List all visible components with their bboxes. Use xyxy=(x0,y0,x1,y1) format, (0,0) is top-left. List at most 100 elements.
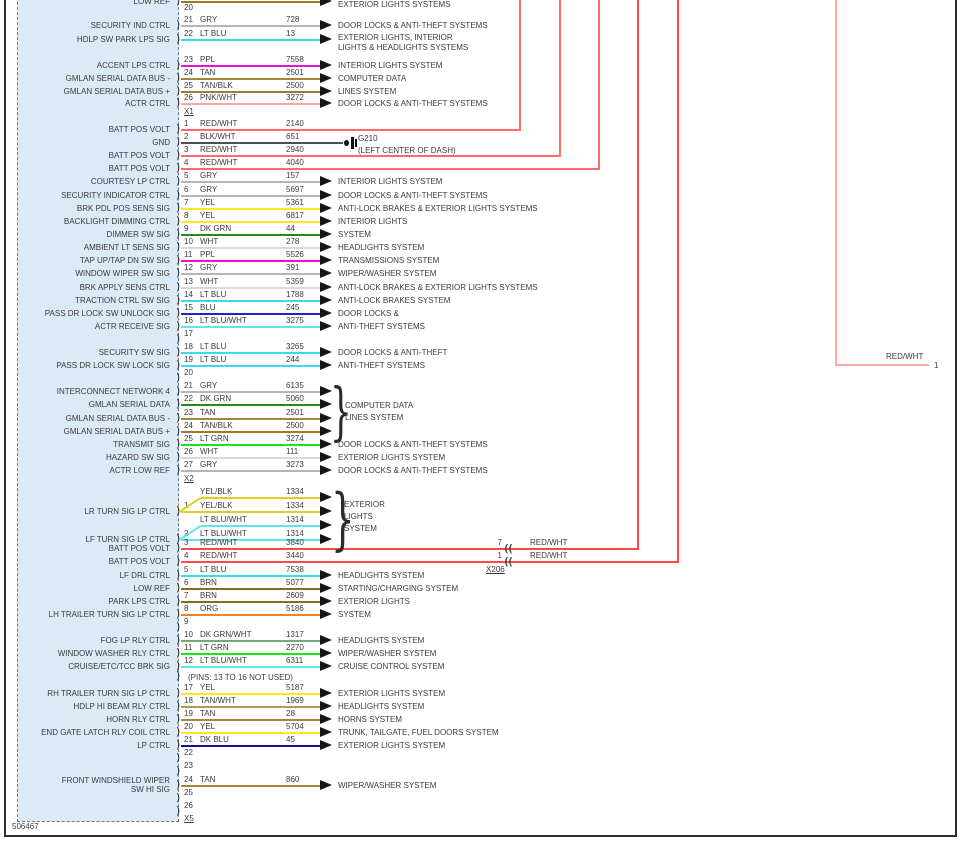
wire-arrow-icon xyxy=(320,534,332,544)
wire xyxy=(201,497,320,499)
wire xyxy=(181,732,320,734)
wire-color-label: LT BLU/WHT xyxy=(200,656,247,665)
group-system-label: LINES SYSTEM xyxy=(345,413,404,422)
wire-arrow-icon xyxy=(320,255,332,265)
pin-bracket: ) xyxy=(175,712,182,725)
signal-label: END GATE LATCH RLY COIL CTRL xyxy=(41,728,170,737)
destination-label: TRUNK, TAILGATE, FUEL DOORS SYSTEM xyxy=(338,728,499,737)
wire-color-label: WHT xyxy=(200,237,219,246)
circuit-number: 28 xyxy=(286,709,295,718)
wire-color-label: TAN xyxy=(200,408,216,417)
destination-label: INTERIOR LIGHTS xyxy=(338,217,408,226)
wire xyxy=(181,181,320,183)
pin-bracket: ) xyxy=(175,669,182,682)
branch-color-label: RED/WHT xyxy=(886,352,924,361)
wire xyxy=(181,234,320,236)
pin-number: 26 xyxy=(184,801,193,810)
circuit-number: 2500 xyxy=(286,421,304,430)
pin-bracket: ) xyxy=(175,450,182,463)
circuit-number: 7538 xyxy=(286,565,304,574)
wire-arrow-icon xyxy=(320,609,332,619)
wire-color-label: LT GRN xyxy=(200,434,229,443)
wire-color-label: PPL xyxy=(200,250,216,259)
pin-number: 26 xyxy=(184,93,193,102)
wire-color-label: GRY xyxy=(200,460,218,469)
pin-number: 11 xyxy=(184,643,193,652)
wire xyxy=(181,65,320,67)
wire-arrow-icon xyxy=(320,20,332,30)
pin-number: 21 xyxy=(184,381,193,390)
pin-bracket: ) xyxy=(175,686,182,699)
pin-bracket: ) xyxy=(175,306,182,319)
signal-label: TRANSMIT SIG xyxy=(113,440,170,449)
wire-arrow-icon xyxy=(320,60,332,70)
wire-color-label: BLK/WHT xyxy=(200,132,236,141)
wire xyxy=(181,431,320,433)
wire-arrow-icon xyxy=(320,176,332,186)
wire-color-label: LT BLU/WHT xyxy=(200,316,247,325)
pin-bracket: ) xyxy=(175,371,182,384)
pin-bracket: ) xyxy=(175,411,182,424)
pin-number: 3 xyxy=(184,538,189,547)
wire-arrow-icon xyxy=(320,268,332,278)
circuit-number: 1314 xyxy=(286,529,304,538)
pin-bracket: ) xyxy=(175,620,182,633)
signal-label: SECURITY IND CTRL xyxy=(90,21,170,30)
pin-bracket: ) xyxy=(175,533,182,545)
destination-label: HEADLIGHTS SYSTEM xyxy=(338,243,425,252)
pin-number: 16 xyxy=(184,316,193,325)
circuit-number: 2140 xyxy=(286,119,304,128)
wire-color-label: PNK/WHT xyxy=(200,93,237,102)
circuit-number: 2609 xyxy=(286,591,304,600)
circuit-number: 5186 xyxy=(286,604,304,613)
wire-arrow-icon xyxy=(320,360,332,370)
group-system-label: EXTERIOR xyxy=(344,500,385,509)
signal-label: LF TURN SIG LP CTRL xyxy=(85,535,170,544)
wire-color-label: GRY xyxy=(200,263,218,272)
connector-label-x206: X206 xyxy=(486,565,505,574)
signal-label: LOW REF xyxy=(133,584,170,593)
signal-label: AMBIENT LT SENS SIG xyxy=(83,243,170,252)
signal-label: SECURITY INDICATOR CTRL xyxy=(61,191,170,200)
wire-arrow-icon xyxy=(320,386,332,396)
wire xyxy=(181,260,320,262)
wire-arrow-icon xyxy=(320,321,332,331)
pin-bracket: ) xyxy=(175,594,182,607)
wire-arrow-icon xyxy=(320,583,332,593)
destination-label: EXTERIOR LIGHTS, INTERIOR xyxy=(338,33,453,42)
ground-wire xyxy=(181,142,343,144)
wire xyxy=(181,706,320,708)
signal-label: LH TRAILER TURN SIG LP CTRL xyxy=(48,610,170,619)
pin-bracket: ) xyxy=(175,751,182,764)
destination-label: EXTERIOR LIGHTS xyxy=(338,597,411,606)
wire-color-label: RED/WHT xyxy=(200,119,238,128)
connector-label: X5 xyxy=(184,814,194,823)
wire-arrow-icon xyxy=(320,203,332,213)
wire-arrow-icon xyxy=(320,347,332,357)
pin-bracket: ) xyxy=(175,345,182,358)
destination-label: WIPER/WASHER SYSTEM xyxy=(338,649,437,658)
circuit-number: 7558 xyxy=(286,55,304,64)
pin-number: 6 xyxy=(184,185,189,194)
wire-color-label: LT BLU xyxy=(200,565,227,574)
pin-number: 10 xyxy=(184,237,193,246)
circuit-number: 5526 xyxy=(286,250,304,259)
signal-label: ACTR RECEIVE SIG xyxy=(94,322,170,331)
wire-color-label: TAN/BLK xyxy=(200,421,233,430)
signal-label: SECURITY SW SIG xyxy=(98,348,170,357)
wire xyxy=(181,418,320,420)
destination-label: SYSTEM xyxy=(338,610,371,619)
wire-color-label: YEL xyxy=(200,683,216,692)
pin-bracket: ) xyxy=(175,18,182,31)
circuit-number: 6135 xyxy=(286,381,304,390)
pin-bracket: ) xyxy=(175,71,182,84)
wire-riser xyxy=(598,0,600,170)
circuit-number: 728 xyxy=(286,15,300,24)
wire-color-label: WHT xyxy=(200,447,219,456)
destination-label: DOOR LOCKS & ANTI-THEFT SYSTEMS xyxy=(338,99,488,108)
pin-number: 2 xyxy=(184,132,189,141)
pin-bracket: ) xyxy=(175,607,182,620)
wire-arrow-icon xyxy=(320,780,332,790)
pin-number: 7 xyxy=(184,198,189,207)
wire-color-label: TAN xyxy=(200,68,216,77)
